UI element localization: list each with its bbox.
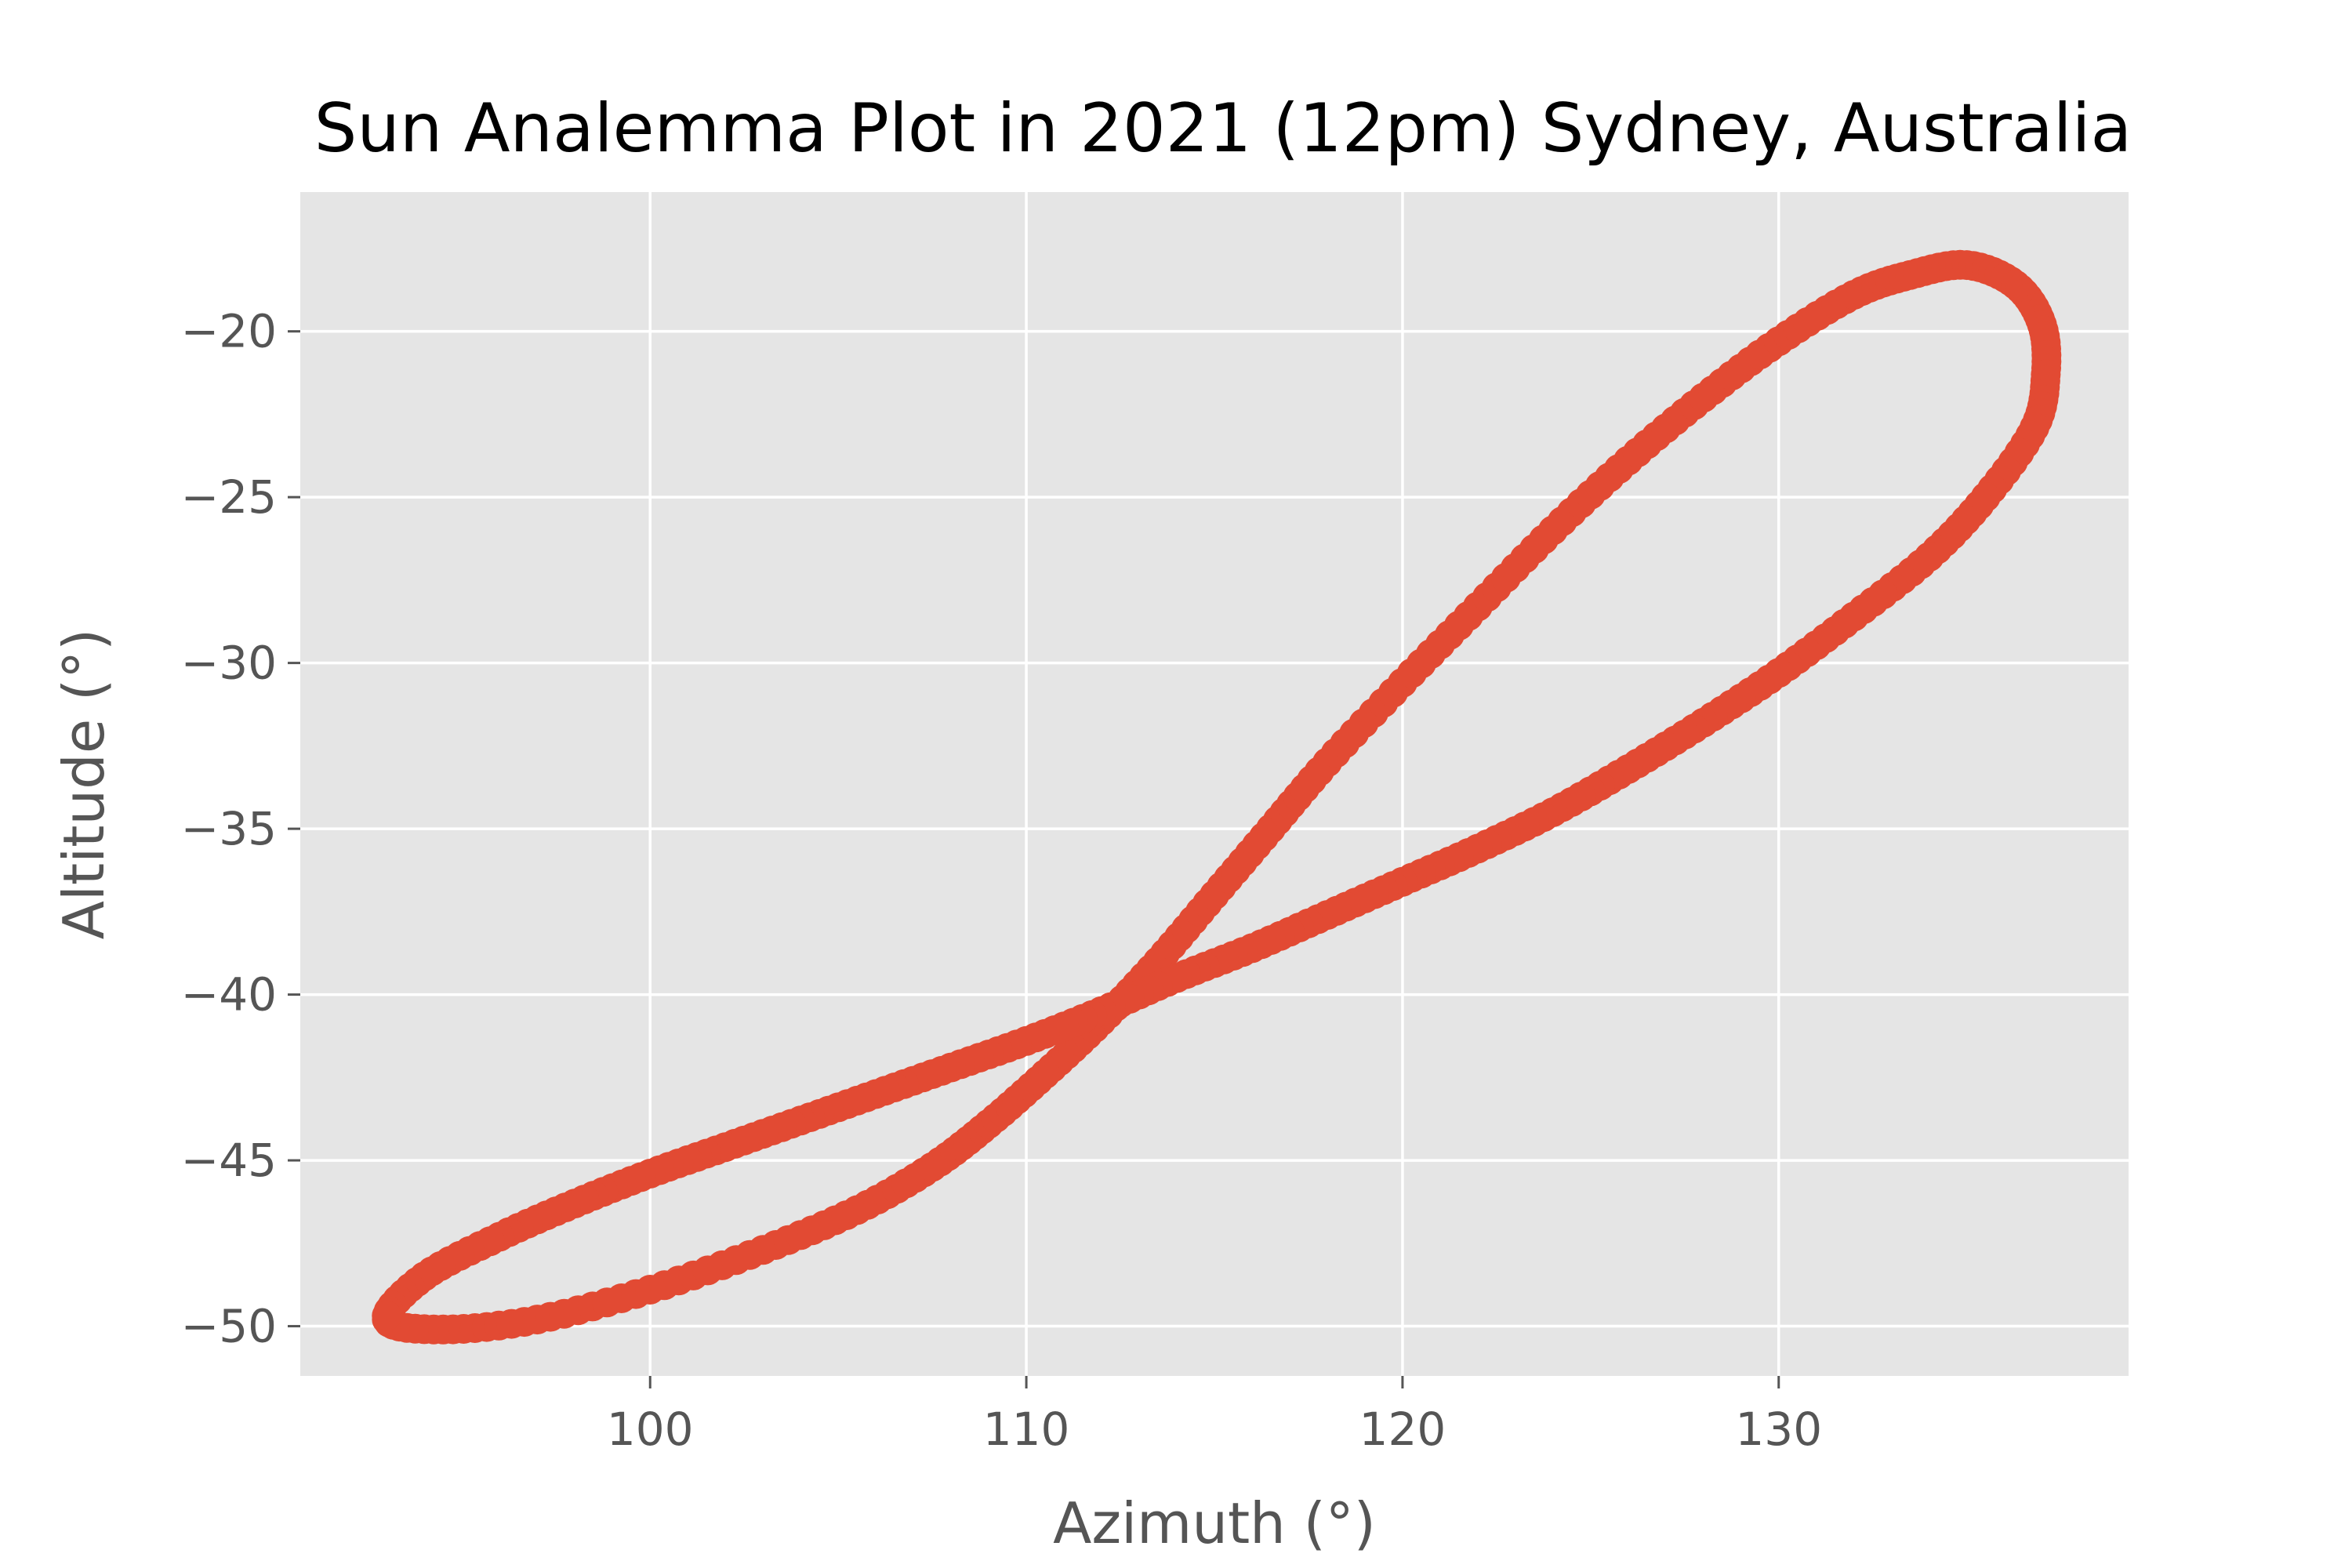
x-tick-label: 120: [1359, 1403, 1446, 1456]
tick-labels: 100 110 120 130 −20 −25 −30 −35 −40 −45 −50: [181, 305, 1823, 1456]
y-tick-label: −40: [181, 968, 277, 1022]
x-tick-label: 110: [983, 1403, 1070, 1456]
data-points: [372, 249, 2062, 1345]
data-point: [372, 1301, 402, 1331]
x-axis-label: Azimuth (°): [1053, 1490, 1376, 1556]
y-tick-label: −45: [181, 1134, 277, 1187]
y-tick-label: −35: [181, 802, 277, 855]
y-tick-label: −50: [181, 1300, 277, 1353]
y-tick-label: −30: [181, 637, 277, 690]
x-tick-label: 130: [1735, 1403, 1822, 1456]
tick-marks: [288, 330, 1780, 1388]
gridlines: [300, 192, 2129, 1376]
y-tick-label: −25: [181, 470, 277, 524]
y-tick-label: −20: [181, 305, 277, 358]
y-axis-label: Altitude (°): [51, 629, 117, 939]
chart-title: Sun Analemma Plot in 2021 (12pm) Sydney,…: [314, 89, 2132, 168]
x-tick-label: 100: [607, 1403, 694, 1456]
